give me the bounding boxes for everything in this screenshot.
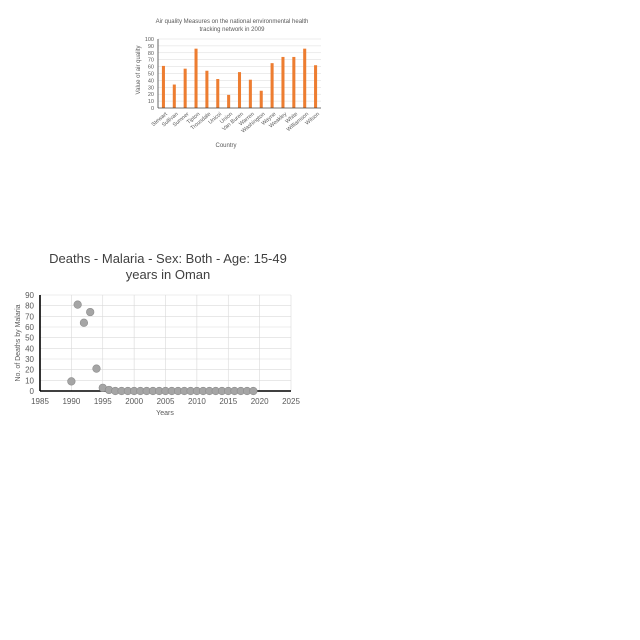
bar [303, 48, 307, 108]
y-tick-label: 10 [148, 99, 154, 105]
y-tick-label: 90 [148, 44, 154, 50]
x-tick-label: 2020 [251, 397, 269, 406]
air-quality-title-line-2: tracking network in 2009 [199, 27, 265, 33]
bar [248, 79, 252, 108]
y-tick-label: 10 [25, 376, 34, 385]
x-tick-label: 2000 [125, 397, 143, 406]
malaria-deaths-chart: Deaths - Malaria - Sex: Both - Age: 15-4… [15, 251, 300, 417]
y-tick-label: 60 [25, 323, 34, 332]
data-point [92, 364, 101, 373]
malaria-title-line-1: Deaths - Malaria - Sex: Both - Age: 15-4… [49, 251, 287, 266]
bar [172, 84, 176, 108]
y-tick-label: 60 [148, 65, 154, 71]
malaria-x-ticks: 1985 1990 1995 2000 2005 2010 2015 2020 2025 [31, 397, 300, 406]
bar [194, 48, 198, 108]
x-tick-label: 2005 [157, 397, 175, 406]
data-point [86, 307, 95, 317]
x-tick-label: 1995 [94, 397, 112, 406]
bar [216, 79, 220, 108]
y-tick-label: 20 [148, 92, 154, 98]
bar [227, 94, 231, 108]
y-tick-label: 80 [148, 51, 154, 57]
malaria-y-label: No. of Deaths by Malaria [15, 304, 22, 381]
y-tick-label: 40 [148, 78, 154, 84]
x-tick-label: 1990 [62, 397, 80, 406]
y-tick-label: 70 [25, 312, 34, 321]
data-point [249, 386, 258, 396]
y-tick-label: 30 [25, 355, 34, 364]
bar [292, 56, 296, 108]
data-point [79, 318, 89, 327]
air-quality-chart: Air quality Measures on the national env… [136, 19, 321, 149]
y-tick-label: 90 [25, 291, 34, 300]
air-quality-bars [161, 48, 318, 108]
x-tick-label: 2015 [219, 397, 237, 406]
data-point [73, 300, 82, 309]
air-quality-title-line-1: Air quality Measures on the national env… [156, 19, 309, 25]
y-tick-label: 0 [151, 106, 154, 112]
malaria-points [67, 300, 258, 396]
bar [281, 56, 285, 108]
y-tick-label: 0 [30, 387, 35, 396]
y-tick-label: 30 [148, 85, 154, 91]
malaria-title-line-2: years in Oman [126, 267, 211, 282]
bar [314, 65, 318, 108]
x-tick-label: 2010 [188, 397, 206, 406]
y-tick-label: 40 [25, 344, 34, 353]
y-tick-label: 100 [145, 37, 154, 43]
bar [270, 63, 274, 108]
bar [237, 72, 242, 108]
bar [183, 68, 187, 108]
bar [259, 90, 263, 108]
bar [161, 65, 165, 108]
malaria-x-label: Years [156, 410, 174, 417]
y-tick-label: 50 [25, 334, 34, 343]
bar [205, 70, 209, 108]
air-quality-x-label: Country [215, 143, 236, 149]
y-tick-label: 70 [148, 58, 154, 64]
x-tick-label: 1985 [31, 397, 49, 406]
air-quality-x-ticks: StewartSullivanSumnerTiptonTrousdaleUnic… [151, 111, 321, 134]
y-tick-label: 80 [25, 302, 34, 311]
y-tick-label: 50 [148, 72, 154, 78]
air-quality-y-label: Value of air quality [136, 46, 142, 95]
malaria-gridlines [40, 294, 292, 391]
x-tick-label: 2025 [282, 397, 300, 406]
y-tick-label: 20 [25, 366, 34, 375]
data-point [67, 377, 76, 386]
